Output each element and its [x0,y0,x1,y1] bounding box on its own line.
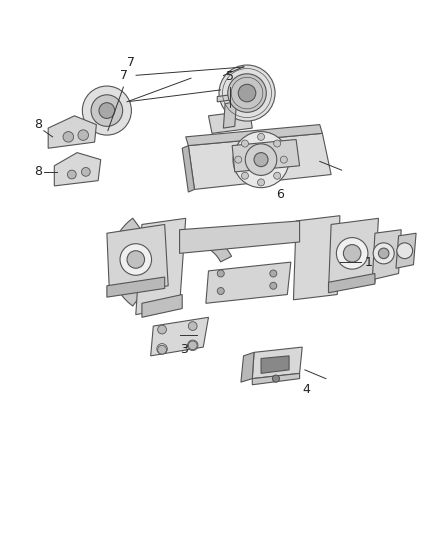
Polygon shape [396,233,416,268]
Polygon shape [136,219,186,314]
Circle shape [280,156,287,163]
Polygon shape [107,224,168,295]
Circle shape [272,375,279,382]
Circle shape [270,282,277,289]
Circle shape [78,130,88,140]
Circle shape [258,133,265,140]
Circle shape [238,84,256,102]
Circle shape [63,132,74,142]
Polygon shape [186,125,322,146]
Circle shape [274,140,281,147]
Polygon shape [180,221,300,253]
Circle shape [378,248,389,259]
Circle shape [241,140,248,147]
Circle shape [373,243,394,264]
Polygon shape [188,133,331,189]
Circle shape [188,322,197,330]
Polygon shape [206,262,291,303]
Circle shape [245,144,277,175]
Circle shape [235,156,242,163]
Circle shape [217,270,224,277]
Circle shape [157,344,167,354]
Polygon shape [372,230,401,280]
Polygon shape [261,356,289,374]
Text: 5: 5 [226,69,233,83]
Polygon shape [241,352,254,382]
Polygon shape [223,102,237,128]
Circle shape [270,270,277,277]
Circle shape [187,340,198,351]
Text: 8: 8 [34,118,42,131]
Circle shape [81,167,90,176]
Polygon shape [208,110,252,133]
Circle shape [127,251,145,268]
Text: 7: 7 [120,69,128,82]
Text: 3: 3 [180,343,188,356]
Circle shape [99,103,115,118]
Circle shape [228,74,266,112]
Circle shape [274,172,281,179]
Circle shape [158,325,166,334]
Text: 6: 6 [276,188,284,201]
Polygon shape [142,295,182,317]
Polygon shape [170,231,232,262]
Polygon shape [252,374,300,385]
Polygon shape [252,347,302,378]
Polygon shape [328,219,378,291]
Circle shape [91,95,123,126]
Circle shape [254,152,268,167]
Polygon shape [54,152,101,186]
Text: 1: 1 [364,256,372,269]
Polygon shape [110,218,141,306]
Text: 8: 8 [34,165,42,179]
Polygon shape [293,223,336,286]
Polygon shape [48,116,96,148]
Circle shape [336,238,368,269]
Circle shape [67,170,76,179]
Circle shape [233,132,289,188]
Circle shape [188,341,197,350]
Polygon shape [232,140,300,172]
Polygon shape [182,146,194,192]
Polygon shape [107,277,165,297]
Circle shape [217,287,224,295]
Text: 7: 7 [127,56,135,69]
Polygon shape [293,216,340,300]
Circle shape [241,172,248,179]
Circle shape [258,179,265,186]
Polygon shape [151,317,208,356]
Circle shape [343,245,361,262]
Circle shape [82,86,131,135]
Circle shape [120,244,152,275]
Polygon shape [217,93,244,102]
Circle shape [397,243,413,259]
Text: 4: 4 [303,383,311,395]
Polygon shape [328,273,375,293]
Circle shape [158,345,166,354]
Circle shape [219,65,275,121]
